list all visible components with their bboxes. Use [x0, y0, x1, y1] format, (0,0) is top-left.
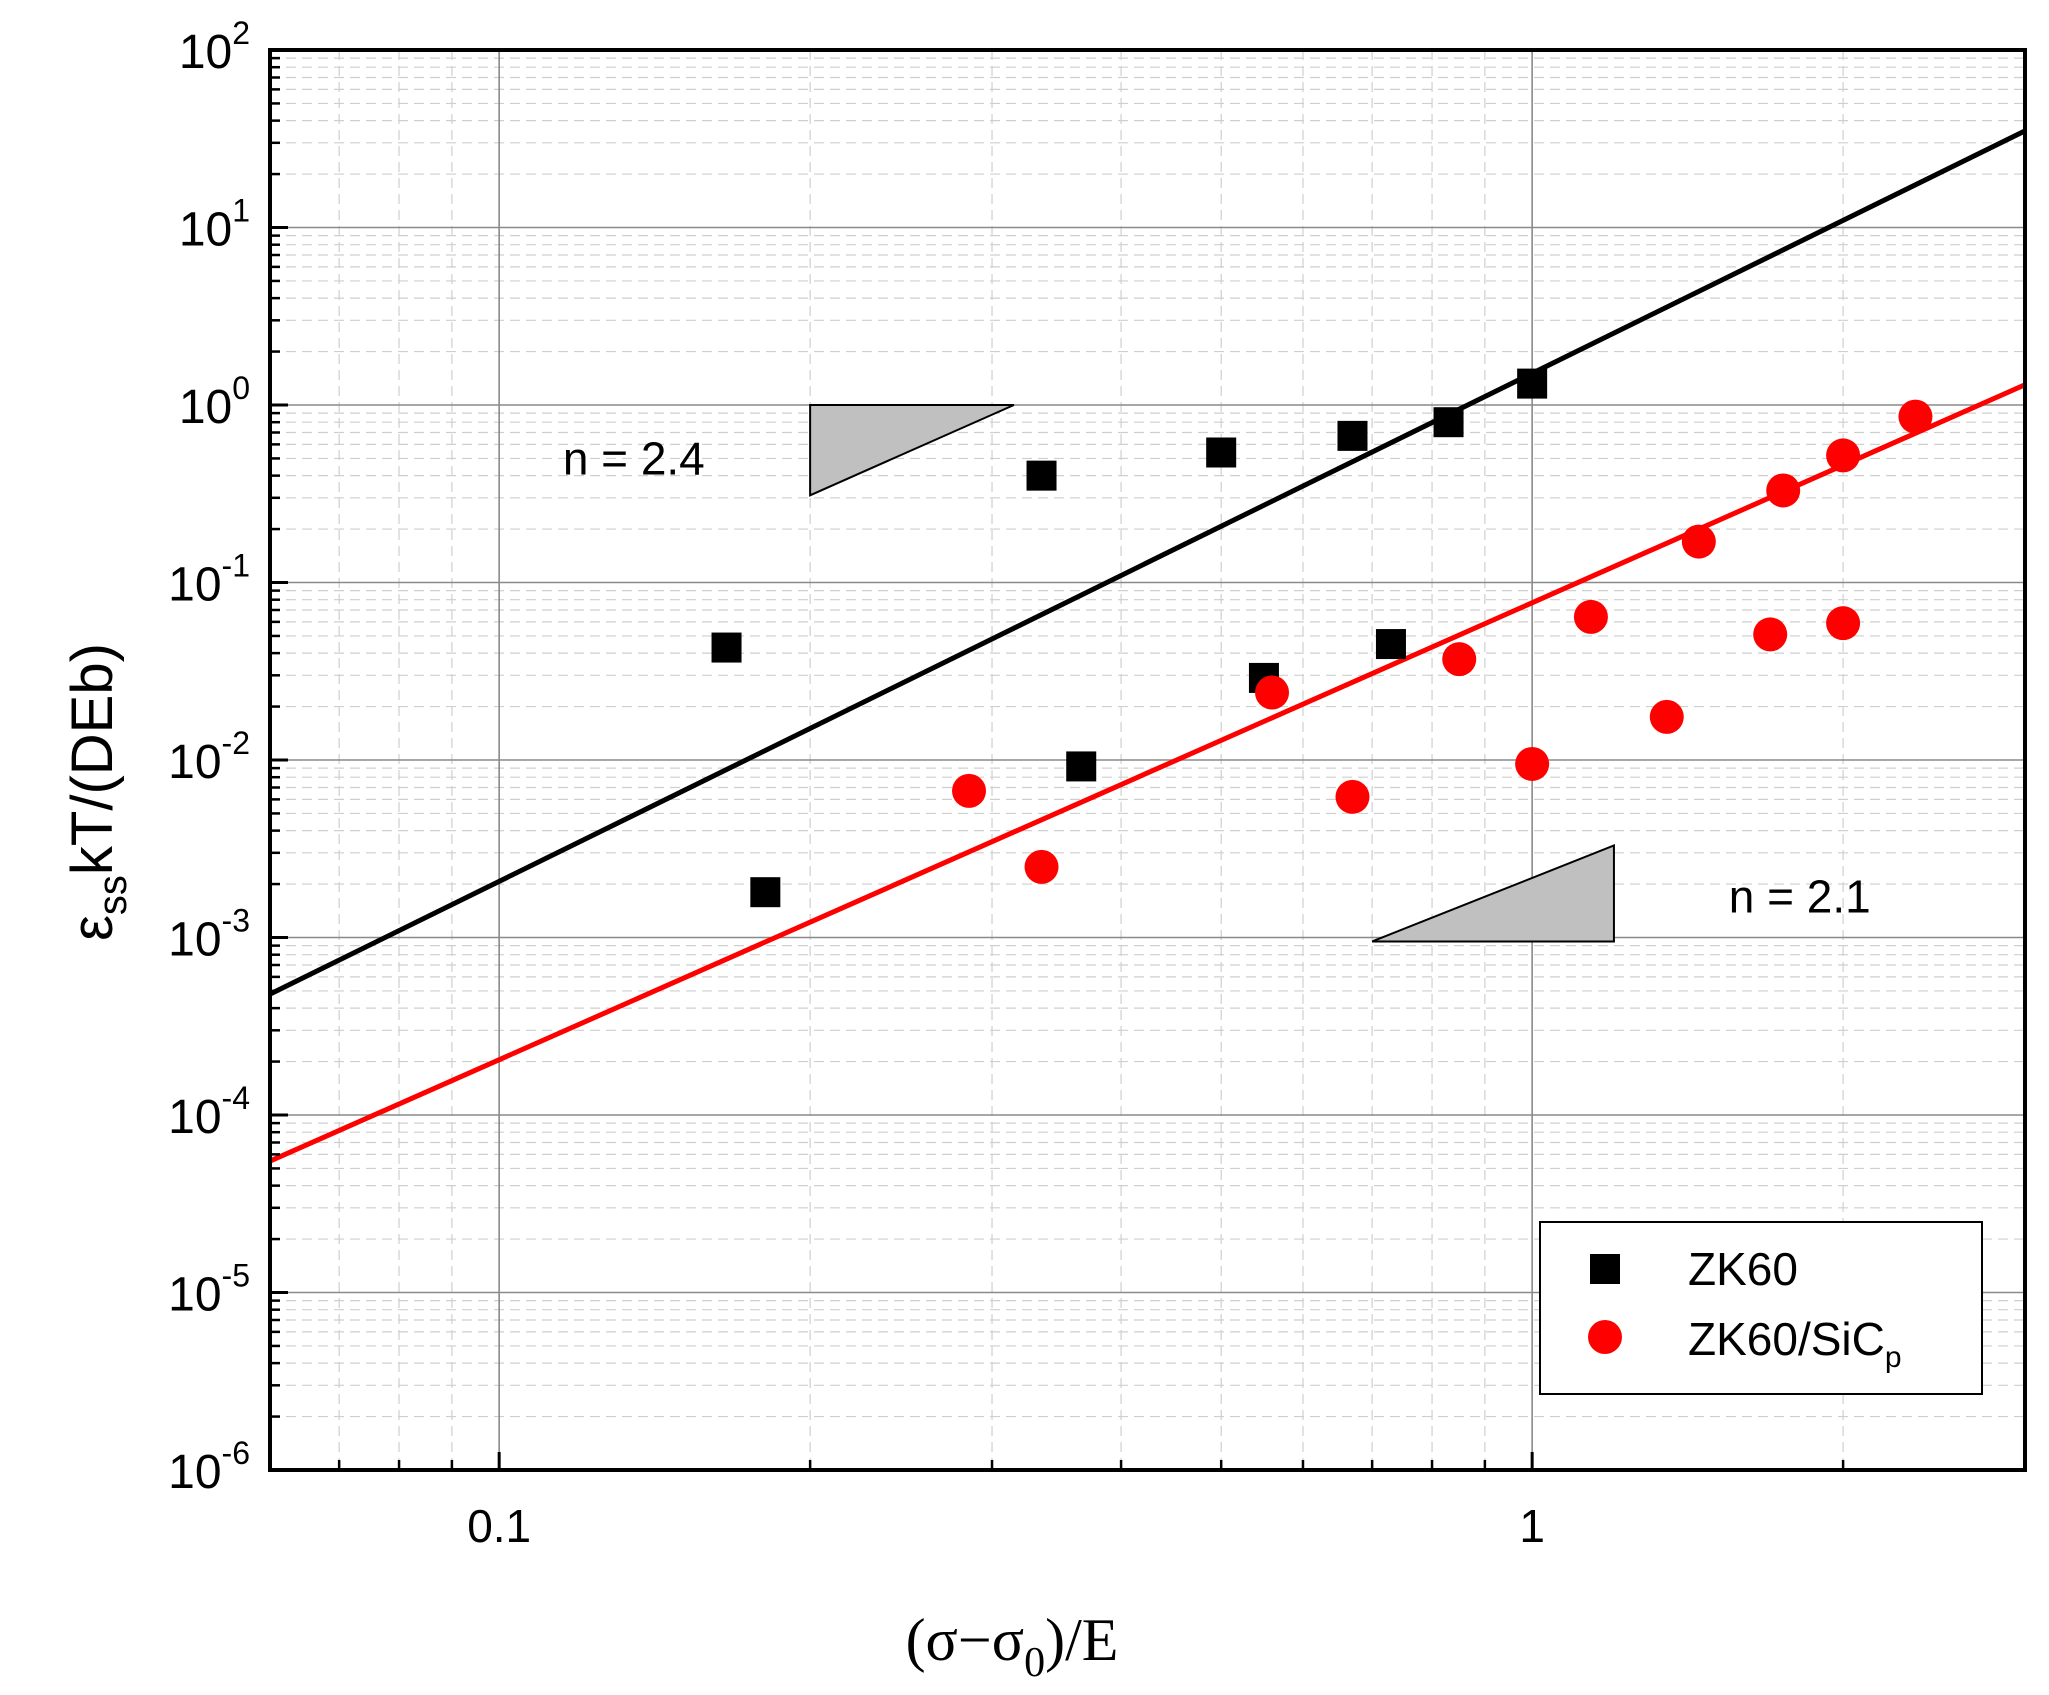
x-tick-label: 1 [1519, 1500, 1545, 1552]
x-label-suffix: )/E [1045, 1607, 1118, 1673]
slope-label: n = 2.4 [563, 432, 705, 484]
legend: ZK60 ZK60/SiCp [1539, 1221, 1983, 1395]
y-tick-label: 102 [179, 15, 250, 79]
zk60-point [1066, 751, 1097, 782]
y-label-suffix: kT/(DEb) [60, 643, 125, 875]
zk60-sicp-point [952, 773, 987, 808]
zk60-point [750, 877, 781, 908]
zk60-sicp-point [1898, 399, 1933, 434]
zk60-sicp-point [1442, 642, 1477, 677]
x-tick-label: 0.1 [467, 1500, 531, 1552]
zk60-sicp-point [1766, 473, 1801, 508]
svg-text:εsskT/(DEb): εsskT/(DEb) [60, 643, 135, 941]
slope-label: n = 2.1 [1729, 871, 1871, 923]
zk60-sicp-point [1255, 675, 1290, 710]
y-axis-label: εsskT/(DEb) [60, 643, 135, 941]
x-label-subscript: 0 [1024, 1640, 1045, 1686]
y-tick-label: 10-1 [168, 548, 250, 612]
y-tick-label: 101 [179, 193, 250, 257]
legend-label-zk60-sicp: ZK60/SiCp [1688, 1313, 1902, 1374]
y-tick-label: 10-6 [168, 1435, 250, 1499]
zk60-sicp-point [1649, 699, 1684, 734]
zk60-point [711, 632, 742, 663]
tick-labels: 0.1 1 102 101 100 10-1 10-2 10-3 10-4 10-5 10-6 [168, 15, 1545, 1552]
zk60-point [1026, 460, 1057, 491]
legend-box [1539, 1221, 1983, 1395]
legend-square-marker [1590, 1254, 1620, 1284]
data-points [711, 368, 1933, 908]
minor-gridlines [269, 50, 2026, 1470]
slope-annotations: n = 2.4 n = 2.1 [563, 404, 1871, 943]
y-tick-label: 10-2 [168, 725, 250, 789]
slope-triangle [1371, 843, 1615, 943]
fit-line [268, 128, 2027, 997]
legend-label-zk60: ZK60 [1688, 1243, 1798, 1295]
y-tick-label: 10-3 [168, 903, 250, 967]
axis-ticks [268, 48, 2027, 1472]
zk60-sicp-point [1681, 524, 1716, 559]
x-label-prefix: (σ−σ [906, 1607, 1025, 1673]
y-tick-label: 10-5 [168, 1258, 250, 1322]
fit-line [268, 382, 2027, 1164]
zk60-sicp-point [1024, 849, 1059, 884]
zk60-sicp-point [1573, 599, 1608, 634]
fit-lines [268, 128, 2027, 1164]
zk60-point [1375, 629, 1406, 660]
y-label-subscript: ss [91, 875, 135, 915]
zk60-point [1517, 368, 1548, 399]
zk60-sicp-point [1515, 746, 1550, 781]
y-tick-label: 100 [179, 370, 250, 434]
zk60-sicp-point [1826, 606, 1861, 641]
zk60-sicp-point [1335, 779, 1370, 814]
y-label-symbol: ε [60, 915, 125, 941]
zk60-sicp-point [1753, 617, 1788, 652]
zk60-point [1337, 420, 1368, 451]
legend-circle-marker [1588, 1320, 1622, 1354]
svg-text:(σ−σ0)/E: (σ−σ0)/E [906, 1607, 1119, 1686]
x-axis-label: (σ−σ0)/E [906, 1607, 1119, 1686]
slope-triangle [809, 404, 1015, 497]
zk60-point [1433, 407, 1464, 438]
zk60-sicp-point [1826, 438, 1861, 473]
zk60-point [1206, 437, 1237, 468]
y-tick-label: 10-4 [168, 1080, 250, 1144]
